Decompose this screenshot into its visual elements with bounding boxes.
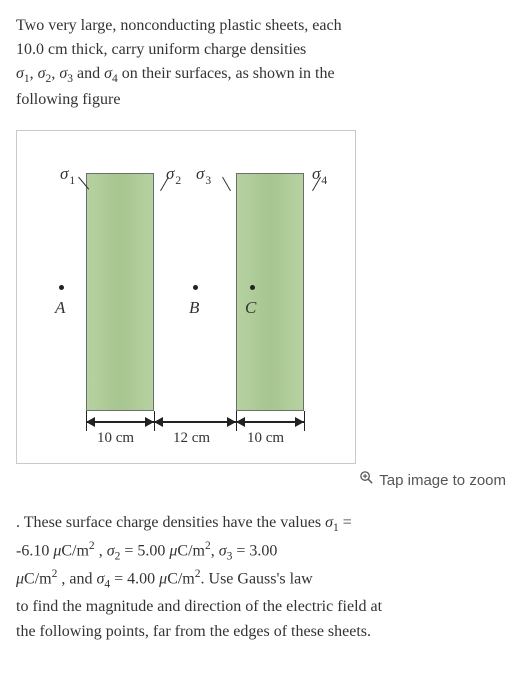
- sigma-3-label: σ3: [196, 161, 211, 189]
- dim-line-2: [154, 421, 236, 423]
- dim-tick: [304, 411, 305, 431]
- dim-line-1: [86, 421, 154, 423]
- arrow-icon: [227, 417, 236, 427]
- sigma-2-label: σ2: [166, 161, 181, 189]
- zoom-hint[interactable]: Tap image to zoom: [16, 470, 506, 493]
- arrow-icon: [86, 417, 95, 427]
- sheet-left: [86, 173, 154, 411]
- intro-line4: following figure: [16, 91, 120, 108]
- figure[interactable]: σ1 σ2 σ3 σ4 A B C 10 cm 12 cm 10 cm: [16, 130, 356, 464]
- diagram: σ1 σ2 σ3 σ4 A B C 10 cm 12 cm 10 cm: [36, 145, 336, 455]
- intro-line3: on their surfaces, as shown in the: [118, 65, 335, 82]
- zoom-icon: [359, 470, 374, 493]
- point-b-dot: [193, 285, 198, 290]
- arrow-icon: [154, 417, 163, 427]
- leader-3: [222, 177, 231, 191]
- point-a-dot: [59, 285, 64, 290]
- thickness: 10.0 cm: [16, 41, 68, 58]
- dim-text-1: 10 cm: [97, 427, 134, 450]
- values-paragraph: . These surface charge densities have th…: [16, 511, 509, 644]
- arrow-icon: [236, 417, 245, 427]
- intro-line1: Two very large, nonconducting plastic sh…: [16, 17, 342, 34]
- arrow-icon: [295, 417, 304, 427]
- dim-line-3: [236, 421, 304, 423]
- dim-text-2: 12 cm: [173, 427, 210, 450]
- point-c-label: C: [245, 295, 256, 321]
- sheet-right: [236, 173, 304, 411]
- sigma-1-label: σ1: [60, 161, 75, 189]
- point-b-label: B: [189, 295, 199, 321]
- arrow-icon: [145, 417, 154, 427]
- zoom-text: Tap image to zoom: [379, 472, 506, 489]
- dim-text-3: 10 cm: [247, 427, 284, 450]
- intro-line2: thick, carry uniform charge densities: [68, 41, 307, 58]
- point-a-label: A: [55, 295, 65, 321]
